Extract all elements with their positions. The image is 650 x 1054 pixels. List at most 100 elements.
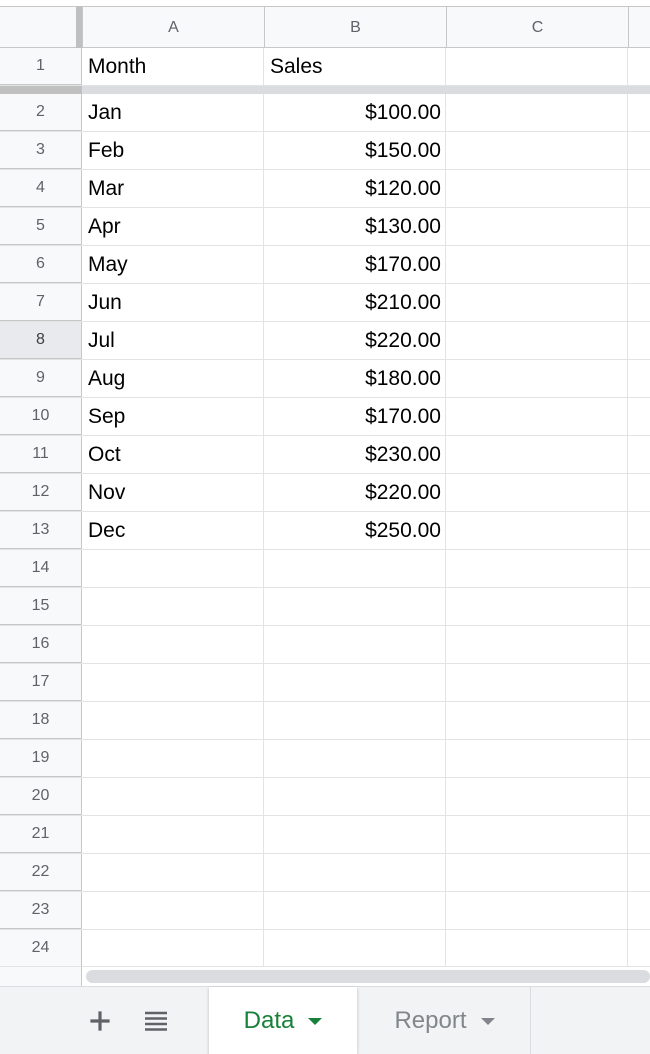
cell-a1[interactable]: Month [82, 48, 264, 85]
cell-b15[interactable] [264, 588, 446, 625]
cell-a6[interactable]: May [82, 246, 264, 283]
cell-d21[interactable] [628, 816, 650, 853]
cell-c15[interactable] [446, 588, 628, 625]
row-header[interactable]: 21 [0, 816, 82, 853]
cell-b7[interactable]: $210.00 [264, 284, 446, 321]
cell-d15[interactable] [628, 588, 650, 625]
cell-a11[interactable]: Oct [82, 436, 264, 473]
cell-a14[interactable] [82, 550, 264, 587]
cell-a9[interactable]: Aug [82, 360, 264, 397]
cell-d4[interactable] [628, 170, 650, 207]
chevron-down-icon[interactable] [480, 1017, 495, 1025]
horizontal-scrollbar-thumb[interactable] [86, 970, 650, 983]
cell-d7[interactable] [628, 284, 650, 321]
row-header[interactable]: 16 [0, 626, 82, 663]
freeze-column-handle[interactable] [76, 6, 82, 48]
cell-a20[interactable] [82, 778, 264, 815]
cell-c5[interactable] [446, 208, 628, 245]
row-header[interactable]: 13 [0, 512, 82, 549]
row-header[interactable]: 15 [0, 588, 82, 625]
cell-c11[interactable] [446, 436, 628, 473]
row-header[interactable]: 17 [0, 664, 82, 701]
row-header[interactable]: 14 [0, 550, 82, 587]
cell-b1[interactable]: Sales [264, 48, 446, 85]
cell-b3[interactable]: $150.00 [264, 132, 446, 169]
cell-a18[interactable] [82, 702, 264, 739]
cell-a12[interactable]: Nov [82, 474, 264, 511]
cell-b4[interactable]: $120.00 [264, 170, 446, 207]
cell-a4[interactable]: Mar [82, 170, 264, 207]
cell-a15[interactable] [82, 588, 264, 625]
cell-d13[interactable] [628, 512, 650, 549]
cell-b5[interactable]: $130.00 [264, 208, 446, 245]
cell-a8[interactable]: Jul [82, 322, 264, 359]
cell-b6[interactable]: $170.00 [264, 246, 446, 283]
freeze-row-divider[interactable] [0, 86, 650, 94]
tab-data[interactable]: Data [209, 987, 357, 1054]
cell-b24[interactable] [264, 930, 446, 967]
cell-d12[interactable] [628, 474, 650, 511]
cell-d14[interactable] [628, 550, 650, 587]
cell-a7[interactable]: Jun [82, 284, 264, 321]
cell-b22[interactable] [264, 854, 446, 891]
cell-d11[interactable] [628, 436, 650, 473]
row-header[interactable]: 7 [0, 284, 82, 321]
cell-c21[interactable] [446, 816, 628, 853]
cell-b11[interactable]: $230.00 [264, 436, 446, 473]
cell-c22[interactable] [446, 854, 628, 891]
cell-a17[interactable] [82, 664, 264, 701]
cell-d6[interactable] [628, 246, 650, 283]
cell-d23[interactable] [628, 892, 650, 929]
cell-d22[interactable] [628, 854, 650, 891]
cell-b10[interactable]: $170.00 [264, 398, 446, 435]
cell-c24[interactable] [446, 930, 628, 967]
cell-c14[interactable] [446, 550, 628, 587]
cell-b2[interactable]: $100.00 [264, 94, 446, 131]
cell-c13[interactable] [446, 512, 628, 549]
cell-d9[interactable] [628, 360, 650, 397]
cell-b20[interactable] [264, 778, 446, 815]
cell-d5[interactable] [628, 208, 650, 245]
cell-a19[interactable] [82, 740, 264, 777]
cell-b18[interactable] [264, 702, 446, 739]
cell-d19[interactable] [628, 740, 650, 777]
cell-d8[interactable] [628, 322, 650, 359]
cell-d24[interactable] [628, 930, 650, 967]
cell-c16[interactable] [446, 626, 628, 663]
row-header[interactable]: 1 [0, 48, 82, 85]
row-header[interactable]: 24 [0, 930, 82, 967]
column-header-b[interactable]: B [264, 6, 446, 48]
row-header[interactable]: 20 [0, 778, 82, 815]
cell-d20[interactable] [628, 778, 650, 815]
cell-d17[interactable] [628, 664, 650, 701]
cell-c20[interactable] [446, 778, 628, 815]
cell-d1[interactable] [628, 48, 650, 85]
cell-c4[interactable] [446, 170, 628, 207]
cell-a5[interactable]: Apr [82, 208, 264, 245]
row-header[interactable]: 4 [0, 170, 82, 207]
row-header[interactable]: 22 [0, 854, 82, 891]
cell-c17[interactable] [446, 664, 628, 701]
select-all-corner[interactable] [0, 6, 82, 48]
row-header[interactable]: 12 [0, 474, 82, 511]
cell-a2[interactable]: Jan [82, 94, 264, 131]
cell-d10[interactable] [628, 398, 650, 435]
row-header[interactable]: 5 [0, 208, 82, 245]
row-header[interactable]: 9 [0, 360, 82, 397]
spreadsheet-grid[interactable]: A B C 1 Month Sales 2 Jan $100.00 3 Feb $150.… [0, 0, 650, 986]
cell-c1[interactable] [446, 48, 628, 85]
cell-b8[interactable]: $220.00 [264, 322, 446, 359]
cell-a3[interactable]: Feb [82, 132, 264, 169]
cell-c19[interactable] [446, 740, 628, 777]
cell-a24[interactable] [82, 930, 264, 967]
row-header[interactable]: 11 [0, 436, 82, 473]
row-header[interactable]: 19 [0, 740, 82, 777]
row-header[interactable]: 6 [0, 246, 82, 283]
cell-b14[interactable] [264, 550, 446, 587]
column-header-d[interactable] [628, 6, 650, 48]
cell-c3[interactable] [446, 132, 628, 169]
cell-c8[interactable] [446, 322, 628, 359]
row-header[interactable]: 8 [0, 322, 82, 359]
column-header-a[interactable]: A [82, 6, 264, 48]
cell-a16[interactable] [82, 626, 264, 663]
